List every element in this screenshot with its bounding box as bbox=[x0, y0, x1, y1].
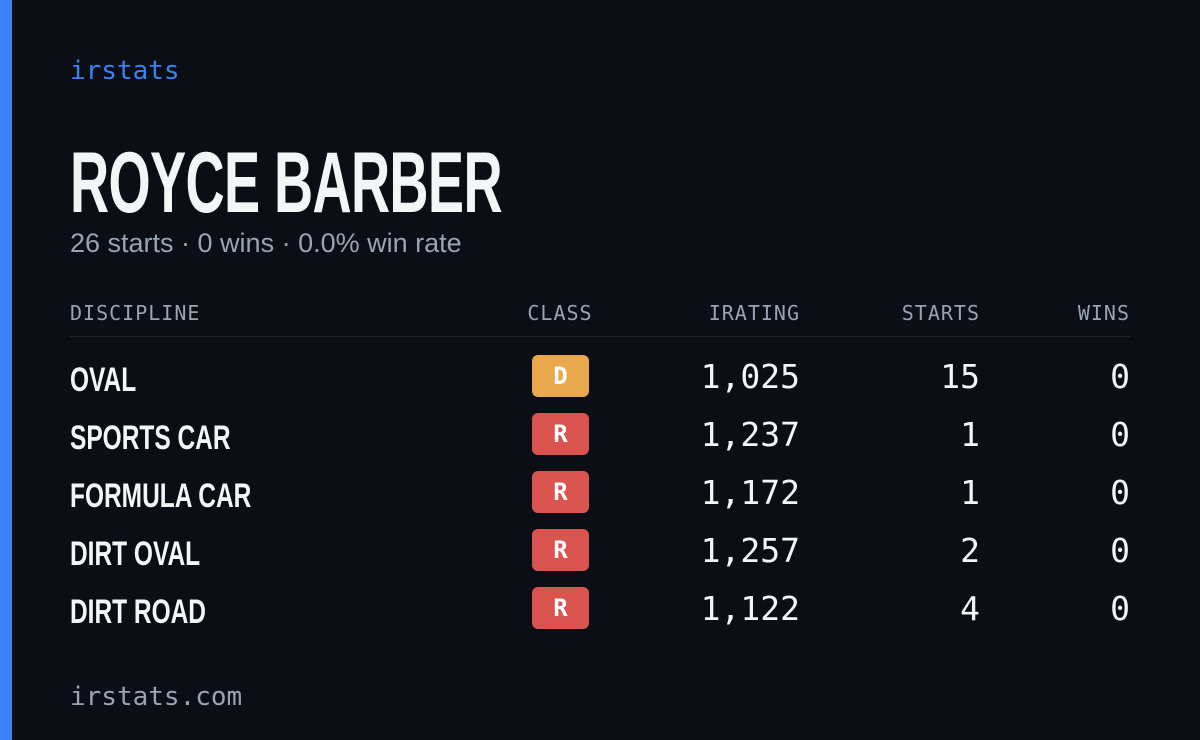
class-badge: D bbox=[532, 355, 589, 397]
discipline: FORMULA CAR bbox=[70, 477, 252, 515]
footer: irstats.com bbox=[70, 682, 243, 712]
column-header: WINS bbox=[1077, 301, 1130, 325]
stat-value: 0 bbox=[1110, 415, 1130, 454]
class-badge: R bbox=[532, 413, 589, 455]
column-header: IRATING bbox=[708, 301, 800, 325]
stat-value: 1,122 bbox=[700, 589, 800, 628]
stat-value: 0 bbox=[1110, 531, 1130, 570]
column-header: CLASS bbox=[527, 301, 593, 325]
stat-value: 2 bbox=[960, 531, 980, 570]
driver-name: ROYCE BARBER bbox=[70, 135, 503, 231]
stat-value: 15 bbox=[940, 357, 980, 396]
stat-value: 0 bbox=[1110, 589, 1130, 628]
header-rule bbox=[70, 336, 1130, 337]
brand: irstats bbox=[70, 56, 180, 86]
stat-value: 1,257 bbox=[700, 531, 800, 570]
column-header: STARTS bbox=[901, 301, 980, 325]
stat-value: 1,172 bbox=[700, 473, 800, 512]
stat-value: 0 bbox=[1110, 357, 1130, 396]
stat-value: 1,025 bbox=[700, 357, 800, 396]
class-badge: R bbox=[532, 471, 589, 513]
column-header: DISCIPLINE bbox=[70, 301, 201, 325]
stat-value: 1 bbox=[960, 415, 980, 454]
stat-value: 1,237 bbox=[700, 415, 800, 454]
class-badge: R bbox=[532, 587, 589, 629]
discipline: OVAL bbox=[70, 361, 137, 399]
stat-value: 1 bbox=[960, 473, 980, 512]
stat-value: 4 bbox=[960, 589, 980, 628]
stat-value: 0 bbox=[1110, 473, 1130, 512]
accent-bar bbox=[0, 0, 12, 740]
driver-summary: 26 starts · 0 wins · 0.0% win rate bbox=[70, 228, 462, 258]
discipline: DIRT ROAD bbox=[70, 593, 207, 631]
class-badge: R bbox=[532, 529, 589, 571]
discipline: DIRT OVAL bbox=[70, 535, 201, 573]
discipline: SPORTS CAR bbox=[70, 419, 231, 457]
